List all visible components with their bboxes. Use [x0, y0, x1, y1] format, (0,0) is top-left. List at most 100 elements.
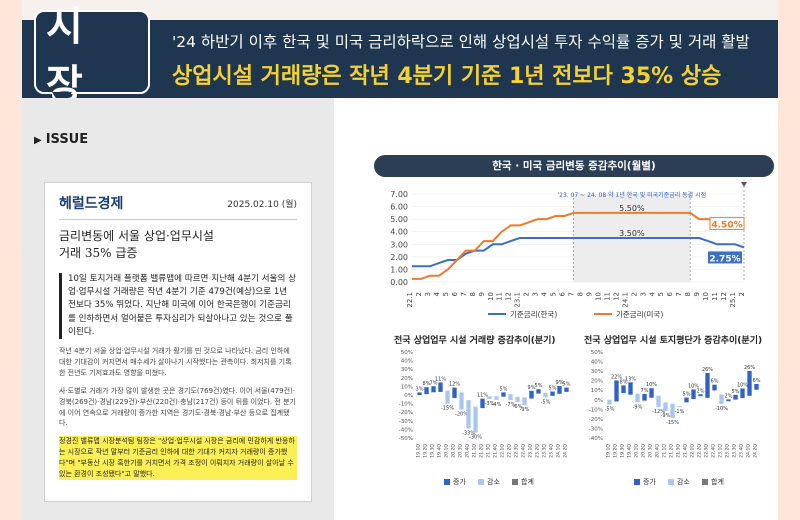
x-tick-label: 20.2Q — [641, 444, 647, 458]
x-tick-label: 22.4Q — [521, 444, 527, 458]
data-label: 8% — [620, 379, 628, 385]
data-label: 22% — [611, 374, 622, 380]
x-tick-label: 8 — [684, 292, 692, 296]
news-date: 2025.02.10 (월) — [227, 199, 297, 210]
data-label: 7% — [430, 380, 438, 386]
series-line-usa — [412, 211, 744, 280]
x-tick-label: 10 — [702, 292, 710, 301]
x-tick-label: 4 — [648, 291, 656, 296]
bar — [719, 394, 724, 405]
news-header: 헤럴드경제 2025.02.10 (월) — [59, 193, 297, 220]
data-label: 10% — [688, 383, 699, 389]
bar — [642, 393, 647, 401]
x-tick-label: 6 — [451, 291, 459, 296]
y-tick-label: 1.00 — [390, 265, 408, 274]
y-tick-label: -40% — [399, 427, 413, 433]
data-label: 2% — [697, 388, 705, 394]
x-tick-label: 23.4Q — [739, 444, 745, 458]
legend-swatch — [512, 479, 518, 485]
bar — [740, 388, 745, 399]
x-tick-label: 19.2Q — [423, 444, 429, 458]
x-tick-label: 23.2Q — [535, 444, 541, 458]
x-tick-label: 2 — [630, 292, 638, 296]
x-tick-label: 11 — [603, 292, 611, 301]
data-label: 9% — [528, 385, 536, 391]
x-tick-label: 21.2Q — [479, 444, 485, 458]
x-tick-label: 22.3Q — [514, 444, 520, 458]
y-tick-label: -10% — [589, 407, 603, 413]
y-tick-label: -20% — [399, 410, 413, 416]
bar — [438, 382, 443, 392]
x-tick-label: 2 — [738, 292, 746, 296]
data-label: -15% — [666, 420, 679, 426]
bar — [670, 403, 675, 419]
x-tick-label: 7 — [675, 292, 683, 296]
legend-swatch — [478, 479, 484, 485]
legend-label-usa: 기준금리(미국) — [616, 310, 663, 319]
data-label: -12% — [652, 409, 665, 415]
data-label: 26% — [744, 365, 755, 371]
x-tick-label: 21.4Q — [683, 444, 689, 458]
x-tick-label: 24.1Q — [746, 444, 752, 458]
legend-swatch — [702, 479, 708, 485]
header-subtitle: '24 하반기 이후 한국 및 미국 금리하락으로 인해 상업시설 투자 수익률… — [172, 33, 750, 51]
news-title: 금리변동에 서울 상업·업무시설 거래 35% 급증 — [59, 228, 297, 263]
x-tick-label: 21.3Q — [676, 444, 682, 458]
x-tick-label: 20.4Q — [465, 444, 471, 458]
x-tick-label: 22.2Q — [507, 444, 513, 458]
x-tick-label: 22.1Q — [500, 444, 506, 458]
y-tick-label: -20% — [589, 417, 603, 423]
bar — [733, 394, 738, 400]
x-tick-label: 24.1 — [621, 292, 629, 308]
bar — [691, 389, 696, 400]
y-tick-label: 40% — [401, 359, 413, 365]
x-tick-label: 23.3Q — [542, 444, 548, 458]
x-tick-label: 4 — [541, 291, 549, 296]
korea-current-box — [708, 251, 742, 264]
x-tick-label: 4 — [433, 291, 441, 296]
bar-chart-1-title: 전국 상업업무 시설 거래량 증감추이(분기) — [394, 336, 556, 346]
bar — [564, 387, 569, 392]
y-tick-label: 6.00 — [390, 203, 408, 212]
bar — [747, 370, 752, 396]
x-tick-label: 11 — [496, 292, 504, 301]
data-label: -20% — [455, 412, 468, 418]
legend-swatch — [634, 479, 640, 485]
x-tick-label: 9 — [478, 292, 486, 296]
x-tick-label: 3 — [532, 292, 540, 296]
y-tick-label: -30% — [589, 426, 603, 432]
x-tick-label: 20.4Q — [655, 444, 661, 458]
y-tick-label: 0% — [404, 393, 413, 399]
bar — [424, 387, 429, 395]
y-tick-label: 20% — [401, 376, 413, 382]
data-label: 6% — [753, 378, 761, 384]
legend-label: 합계 — [711, 477, 724, 486]
x-tick-label: 19.4Q — [627, 444, 633, 458]
news-paragraph-1: 작년 4분기 서울 상업·업무시설 거래가 활기를 띤 것으로 나타났다. 금리… — [59, 347, 292, 378]
data-label: -6% — [513, 404, 523, 410]
x-tick-label: 21.1Q — [662, 444, 668, 458]
bar — [557, 386, 562, 394]
x-tick-label: 2 — [415, 292, 423, 296]
news-lede: 10일 토지거래 플랫폼 밸류맵에 따르면 지난해 4분기 서울의 상업·업무시… — [59, 272, 297, 340]
x-tick-label: 7 — [460, 292, 468, 296]
bar — [698, 394, 703, 397]
x-tick-label: 8 — [469, 292, 477, 296]
data-label: 5% — [500, 386, 508, 392]
x-tick-label: 23.4Q — [549, 444, 555, 458]
usa-current-box — [709, 216, 745, 230]
data-label: -9% — [661, 413, 671, 419]
data-label: 11% — [435, 376, 446, 382]
news-highlight: 정경진 밸류맵 시장분석팀 팀장은 "상업·업무시설 시장은 금리에 민감하게 … — [59, 436, 297, 480]
usa-peak-label: 5.50% — [619, 204, 645, 213]
data-label: 5% — [535, 383, 543, 389]
x-tick-label: 6 — [666, 291, 674, 296]
x-tick-label: 19.2Q — [613, 444, 619, 458]
x-tick-label: 3 — [424, 292, 432, 296]
series-line-korea — [412, 237, 745, 268]
x-tick-label: 21.4Q — [493, 444, 499, 458]
newspaper-logo: 헤럴드경제 — [59, 196, 124, 212]
bar — [712, 384, 717, 391]
x-tick-label: 10 — [594, 292, 602, 301]
y-tick-label: 0.00 — [390, 278, 408, 287]
